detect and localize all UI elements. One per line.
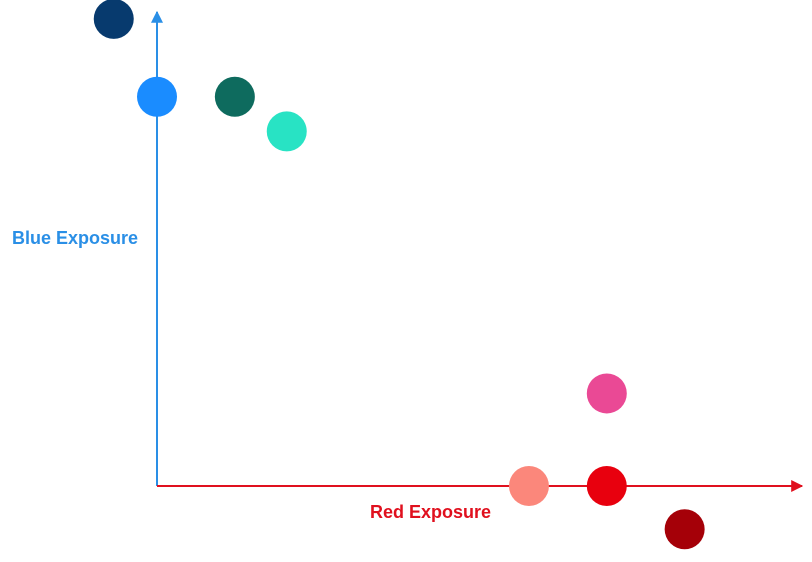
y-axis-label: Blue Exposure [12, 228, 138, 248]
scatter-point-4 [266, 111, 307, 152]
scatter-point-6 [586, 466, 627, 506]
scatter-point-2 [137, 76, 177, 117]
scatter-point-7 [586, 373, 627, 414]
points-layer [93, 0, 705, 550]
scatter-point-8 [664, 509, 705, 550]
x-axis-label: Red Exposure [370, 502, 491, 522]
scatter-point-1 [93, 0, 134, 39]
scatter-point-5 [508, 466, 549, 506]
scatter-point-3 [214, 76, 255, 117]
